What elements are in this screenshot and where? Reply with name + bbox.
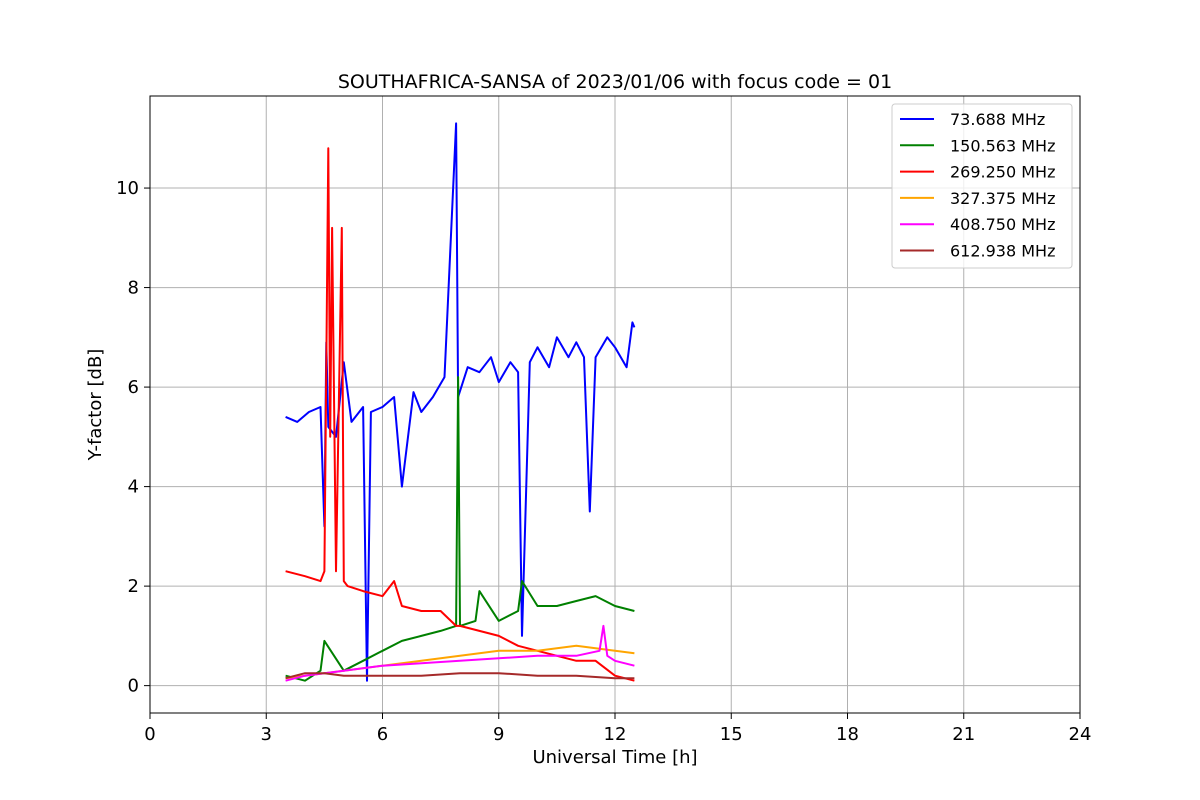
x-tick-label: 15 [720,724,743,745]
x-tick-label: 24 [1069,724,1092,745]
legend-label-1: 150.563 MHz [950,136,1055,155]
y-tick-label: 2 [128,576,139,597]
legend-label-0: 73.688 MHz [950,110,1045,129]
y-axis: 0 2 4 6 8 10 [116,178,150,697]
series-line-1 [285,376,635,682]
x-tick-label: 3 [261,724,272,745]
x-tick-label: 6 [377,724,388,745]
legend-label-3: 327.375 MHz [950,189,1055,208]
legend-label-5: 612.938 MHz [950,242,1055,261]
legend-label-2: 269.250 MHz [950,163,1055,182]
chart-title: SOUTHAFRICA-SANSA of 2023/01/06 with foc… [338,71,892,93]
x-tick-label: 18 [836,724,859,745]
series-line-4 [285,624,635,682]
x-tick-label: 21 [952,724,975,745]
series-line-2 [285,147,635,682]
y-tick-label: 8 [128,278,139,299]
legend: 73.688 MHz 150.563 MHz 269.250 MHz 327.375 … [891,103,1073,269]
x-tick-label: 0 [144,724,155,745]
x-tick-label: 12 [604,724,627,745]
series-line-5 [285,672,635,680]
y-tick-label: 0 [128,676,139,697]
y-tick-label: 6 [128,377,139,398]
legend-box [891,103,1073,269]
legend-label-4: 408.750 MHz [950,215,1055,234]
y-axis-label: Y-factor [dB] [85,349,106,462]
series-layer [285,122,636,682]
y-tick-label: 10 [116,178,139,199]
x-axis-label: Universal Time [h] [532,747,697,768]
x-axis: 0 3 6 9 12 15 18 21 24 [144,713,1091,745]
x-tick-label: 9 [493,724,504,745]
y-tick-label: 4 [128,477,139,498]
